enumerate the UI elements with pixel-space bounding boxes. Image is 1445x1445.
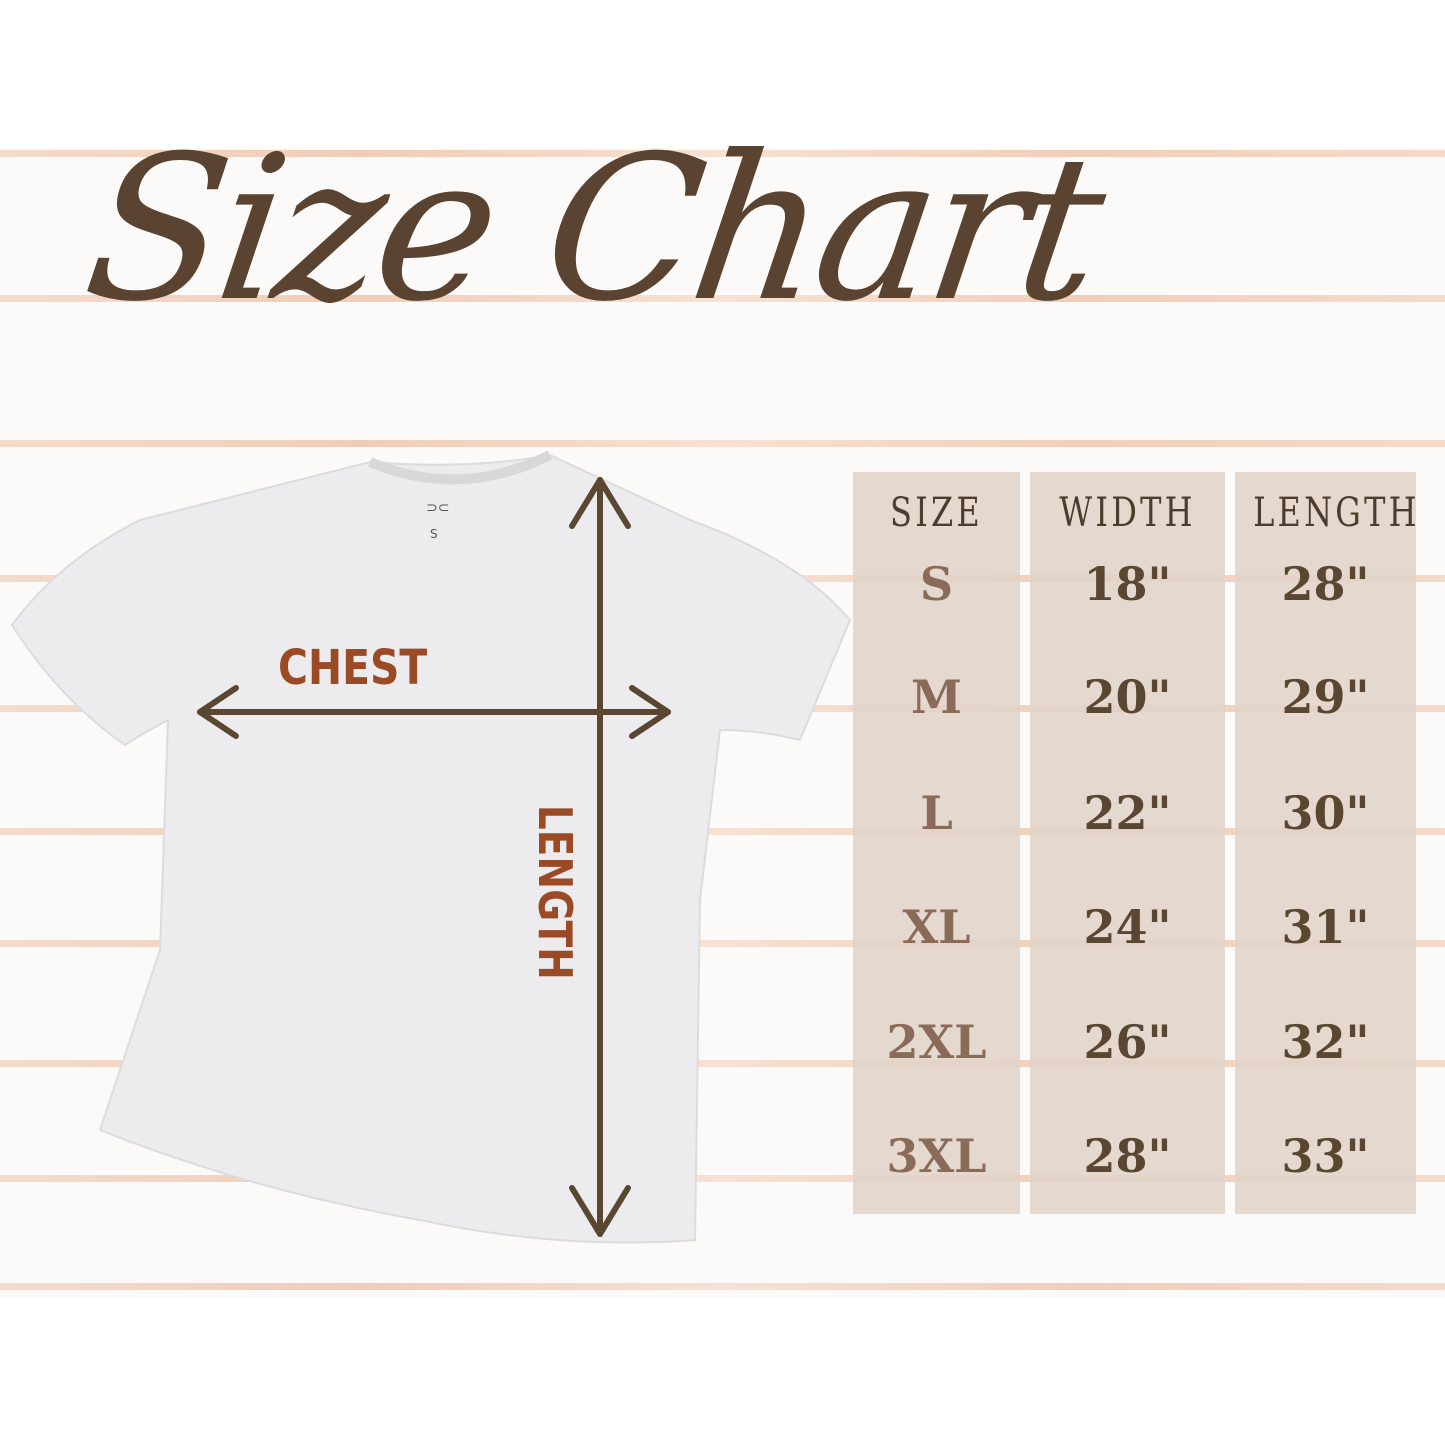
length-arrow-bottom-head — [569, 1185, 631, 1237]
tshirt-shape — [10, 453, 852, 1244]
header-size: SIZE — [890, 490, 983, 536]
length-cell: 31" — [1281, 900, 1370, 954]
svg-text:⊃⊂: ⊃⊂ — [426, 500, 449, 516]
width-cell: 20" — [1083, 670, 1172, 724]
header-width: WIDTH — [1059, 490, 1196, 536]
length-cell: 28" — [1281, 557, 1370, 611]
width-cell: 24" — [1083, 900, 1172, 954]
stripe — [0, 150, 1445, 157]
size-cell: XL — [902, 900, 971, 954]
tag-size: S — [430, 527, 438, 541]
length-cell: 32" — [1281, 1015, 1370, 1069]
length-cell: 29" — [1281, 670, 1370, 724]
size-cell: M — [911, 670, 962, 724]
stripe — [0, 1060, 1445, 1067]
tshirt-collar — [368, 450, 553, 485]
chest-arrow-right-head — [629, 685, 671, 739]
size-cell: 2XL — [886, 1015, 987, 1069]
width-cell: 22" — [1083, 786, 1172, 840]
stripe — [0, 440, 1445, 447]
stripe — [0, 828, 1445, 835]
length-label: LENGTH — [528, 804, 582, 980]
length-cell: 30" — [1281, 786, 1370, 840]
header-length: LENGTH — [1253, 490, 1420, 536]
width-cell: 18" — [1083, 557, 1172, 611]
stripe — [0, 295, 1445, 302]
length-cell: 33" — [1281, 1129, 1370, 1183]
stripe — [0, 1283, 1445, 1290]
size-cell: L — [920, 786, 953, 840]
tshirt-tag: ⊃⊂ S — [426, 500, 449, 541]
chest-label: CHEST — [278, 640, 428, 696]
length-arrow-top-head — [569, 477, 631, 529]
size-cell: 3XL — [886, 1129, 987, 1183]
size-cell: S — [919, 557, 954, 611]
stripe — [0, 940, 1445, 947]
length-column: LENGTH 28" 29" 30" 31" 32" 33" — [1235, 472, 1420, 1214]
width-column: WIDTH 18" 20" 22" 24" 26" 28" — [1030, 472, 1225, 1214]
width-cell: 28" — [1083, 1129, 1172, 1183]
stripe — [0, 1175, 1445, 1182]
chest-arrow-left-head — [197, 685, 239, 739]
width-cell: 26" — [1083, 1015, 1172, 1069]
size-column: SIZE S M L XL 2XL 3XL — [853, 472, 1020, 1214]
